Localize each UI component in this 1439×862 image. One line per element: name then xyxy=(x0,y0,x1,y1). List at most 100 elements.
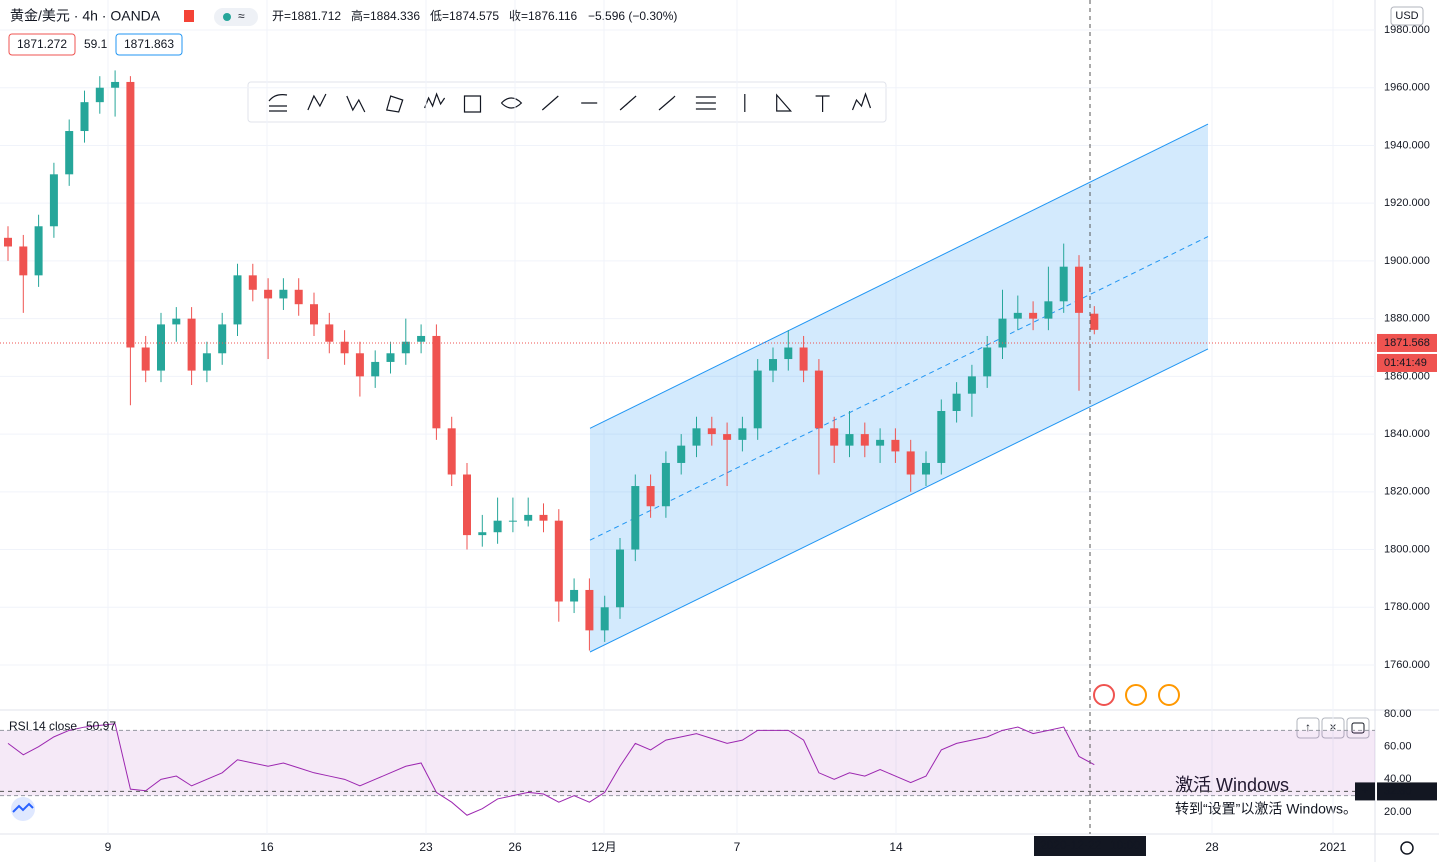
tool-button[interactable] xyxy=(652,88,682,116)
rsi-title: RSI 14 close xyxy=(9,719,77,733)
channel-mid xyxy=(589,236,1209,541)
tool-button[interactable] xyxy=(496,88,526,116)
up-arrow: ↑ xyxy=(1305,720,1311,734)
candle-body xyxy=(570,589,579,602)
candle-body xyxy=(524,514,533,521)
status-pill[interactable] xyxy=(214,8,258,26)
y-tick-label: 1780.000 xyxy=(1384,601,1430,613)
flag-icon xyxy=(184,10,194,22)
candle-body xyxy=(432,335,441,429)
candle-body xyxy=(340,341,349,354)
candle-body xyxy=(65,131,74,175)
candle-body xyxy=(478,532,487,536)
candle-body xyxy=(554,520,563,602)
tool-button[interactable] xyxy=(535,88,565,116)
candle-body xyxy=(493,520,502,533)
tool-button[interactable] xyxy=(847,88,877,116)
ohlc-value: 低=1874.575 xyxy=(430,9,499,23)
candle-body xyxy=(157,324,165,371)
event-icon[interactable] xyxy=(1093,684,1115,706)
candle-body xyxy=(4,237,12,247)
crosshair-value-box xyxy=(1377,782,1437,801)
y-tick-label: 1820.000 xyxy=(1384,486,1430,498)
candle-body xyxy=(891,439,900,452)
candle-body xyxy=(753,370,762,429)
candle-body xyxy=(355,353,364,377)
event-icon[interactable] xyxy=(1125,684,1147,706)
candle-body xyxy=(1044,301,1053,319)
y-tick-label: 1860.000 xyxy=(1384,370,1430,382)
tool-icon xyxy=(424,92,446,109)
crosshair-date: 2020-12-22 xyxy=(1040,838,1102,852)
currency-box[interactable] xyxy=(1390,6,1424,26)
logo xyxy=(12,802,34,813)
candle-body xyxy=(799,347,808,371)
candle-body xyxy=(80,102,89,132)
rsi-tick-label: 40.00 xyxy=(1384,773,1412,785)
last-price-label: 1871.568 xyxy=(1384,337,1430,349)
candle-body xyxy=(692,428,701,446)
drawing-toolbar xyxy=(247,81,887,123)
tool-button[interactable] xyxy=(769,88,799,116)
candle-body xyxy=(141,347,150,371)
y-tick-label: 1980.000 xyxy=(1384,24,1430,36)
candle-body xyxy=(738,428,747,440)
y-tick-label: 1840.000 xyxy=(1384,428,1430,440)
candle-body xyxy=(508,520,517,522)
x-tick-label: 12月 xyxy=(591,840,616,854)
tool-icon xyxy=(463,95,482,113)
candle-body xyxy=(784,347,793,360)
x-tick-label: 14 xyxy=(889,840,903,854)
tool-icon xyxy=(658,95,676,111)
move-up-button[interactable] xyxy=(1296,717,1320,739)
candle-body xyxy=(952,393,961,411)
x-tick-label: 16 xyxy=(260,840,274,854)
candle-body xyxy=(539,514,548,521)
candle-body xyxy=(463,474,471,536)
candle-body xyxy=(1013,312,1022,319)
y-tick-label: 1940.000 xyxy=(1384,139,1430,151)
tool-button[interactable] xyxy=(574,88,604,116)
candle-body xyxy=(723,434,732,440)
channel-lower xyxy=(589,348,1209,653)
candle-body xyxy=(860,434,869,446)
candle-body xyxy=(19,246,28,276)
tool-icon xyxy=(307,93,327,111)
candle-body xyxy=(202,353,211,371)
x-tick-label: 9 xyxy=(105,840,112,854)
tool-icon xyxy=(500,97,523,109)
tool-button[interactable] xyxy=(341,88,371,116)
last-price-box xyxy=(1377,333,1437,352)
toolbar-panel xyxy=(247,81,887,123)
market-open-dot xyxy=(223,13,231,21)
crosshair-value: 32.60 xyxy=(1384,785,1412,797)
countdown-box xyxy=(1377,353,1437,372)
x-tick-label: 28 xyxy=(1205,840,1219,854)
candle-body xyxy=(417,335,426,342)
ohlc-value: 高=1884.336 xyxy=(351,8,420,23)
ask-price: 1871.863 xyxy=(124,37,174,51)
candle-body xyxy=(95,87,104,103)
bid-box[interactable] xyxy=(8,33,76,56)
tool-button[interactable] xyxy=(613,88,643,116)
x-tick-label: 2021 xyxy=(1320,840,1347,854)
rsi-line xyxy=(7,723,1095,816)
tool-icon xyxy=(776,93,793,112)
tool-icon xyxy=(346,95,366,113)
rsi-band xyxy=(0,730,1375,796)
event-icon[interactable] xyxy=(1158,684,1180,706)
tool-icon xyxy=(385,95,404,113)
candle-body xyxy=(248,275,257,290)
y-tick-label: 1920.000 xyxy=(1384,197,1430,209)
candle-body xyxy=(585,589,594,631)
candle-body xyxy=(876,439,885,446)
candle-body xyxy=(49,174,58,227)
candle-body xyxy=(922,462,930,475)
tool-button[interactable] xyxy=(691,88,721,116)
ask-box[interactable] xyxy=(115,33,183,56)
candle-body xyxy=(967,376,976,394)
settings-gear[interactable] xyxy=(1400,841,1414,855)
tilde-icon: ≈ xyxy=(238,9,245,23)
